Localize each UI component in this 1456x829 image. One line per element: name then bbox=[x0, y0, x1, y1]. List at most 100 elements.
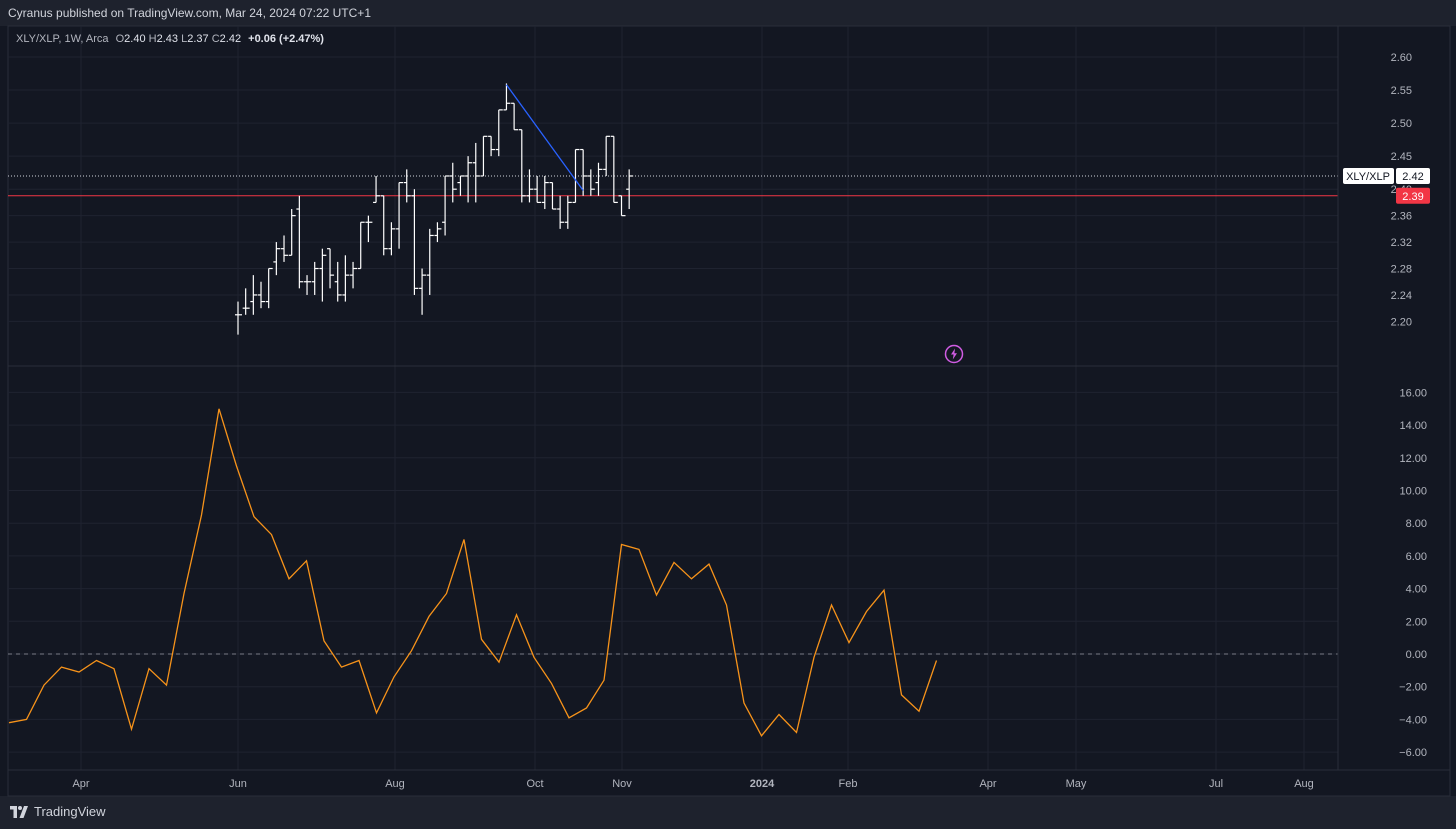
ohlc-bar bbox=[626, 169, 634, 210]
indicator-tick-label: 12.00 bbox=[1399, 453, 1427, 465]
time-tick-label: Nov bbox=[612, 778, 632, 790]
support-price-tag: 2.39 bbox=[1396, 187, 1430, 204]
ohlc-bar bbox=[541, 175, 549, 210]
indicator-axis[interactable]: 16.00 14.00 12.00 10.00 8.00 6.00 4.00 2.00 0.00… bbox=[1399, 387, 1427, 759]
ohlc-bar bbox=[557, 195, 565, 229]
indicator-line bbox=[8, 408, 938, 737]
ohlc-bar bbox=[603, 135, 611, 176]
time-tick-label: Jun bbox=[229, 778, 247, 790]
support-price-label: 2.39 bbox=[1402, 191, 1423, 203]
symbol-tag-label: XLY/XLP bbox=[1346, 171, 1390, 183]
ohlc-bar bbox=[242, 288, 250, 315]
ohlc-bar bbox=[549, 181, 557, 210]
indicator-tick-label: 2.00 bbox=[1406, 616, 1427, 628]
lightning-icon[interactable] bbox=[944, 344, 964, 364]
ohlc-bar bbox=[265, 267, 273, 309]
price-tick-label: 2.24 bbox=[1391, 290, 1412, 302]
symbol-tag-bg bbox=[1343, 167, 1394, 184]
last-price-bg bbox=[1396, 167, 1430, 184]
time-tick-label: Aug bbox=[385, 778, 405, 790]
indicator-tick-label: 0.00 bbox=[1406, 649, 1427, 661]
trendline bbox=[505, 84, 584, 191]
legend-change: +0.06 (+2.47%) bbox=[248, 33, 324, 45]
symbol-legend[interactable]: XLY/XLP, 1W, Arca O2.40 H2.43 L2.37 C2.4… bbox=[16, 33, 324, 45]
last-price-tag: XLY/XLP 2.42 bbox=[1343, 167, 1430, 184]
indicator-tick-label: 6.00 bbox=[1406, 551, 1427, 563]
ohlc-bar bbox=[572, 148, 580, 204]
time-axis[interactable]: Apr Jun Aug Oct Nov 2024 Feb Apr May Jul Aug bbox=[72, 778, 1313, 790]
ohlc-bar bbox=[235, 301, 242, 335]
publisher-line: Cyranus published on TradingView.com, Ma… bbox=[8, 6, 371, 20]
chart-frame bbox=[7, 25, 1451, 797]
ohlc-bar bbox=[465, 156, 473, 203]
legend-close-label: C bbox=[211, 33, 220, 45]
ohlc-bar bbox=[534, 175, 542, 204]
indicator-tick-label: −4.00 bbox=[1399, 714, 1427, 726]
ohlc-bar bbox=[342, 255, 350, 302]
ohlc-bar bbox=[442, 175, 450, 236]
ohlc-bar bbox=[419, 268, 427, 315]
ohlc-bar bbox=[426, 228, 434, 295]
indicator-tick-label: 16.00 bbox=[1399, 387, 1427, 399]
legend-low-label: L bbox=[181, 33, 188, 45]
indicator-tick-label: 14.00 bbox=[1399, 420, 1427, 432]
ohlc-bar bbox=[610, 135, 618, 204]
ohlc-bar bbox=[380, 195, 388, 256]
time-tick-label: Apr bbox=[979, 778, 996, 790]
legend-symbol[interactable]: XLY/XLP, 1W, Arca bbox=[16, 33, 109, 45]
ohlc-bar bbox=[587, 169, 595, 196]
price-tick-label: 2.20 bbox=[1391, 316, 1412, 328]
ohlc-bar bbox=[327, 248, 335, 289]
price-tick-label: 2.36 bbox=[1391, 211, 1412, 223]
indicator-tick-label: 4.00 bbox=[1406, 584, 1427, 596]
time-tick-label: May bbox=[1066, 778, 1087, 790]
ohlc-bar bbox=[526, 169, 534, 203]
ohlc-bar bbox=[503, 83, 511, 111]
ohlc-bar bbox=[480, 135, 488, 177]
ohlc-bar bbox=[350, 261, 358, 289]
ohlc-bar bbox=[396, 181, 404, 249]
legend-high-label: H bbox=[148, 33, 157, 45]
ohlc-bar bbox=[595, 162, 603, 196]
ohlc-bar bbox=[472, 142, 480, 203]
legend-close: 2.42 bbox=[219, 33, 242, 45]
price-tick-label: 2.32 bbox=[1391, 237, 1412, 249]
ohlc-bar bbox=[281, 235, 289, 262]
indicator-pane[interactable] bbox=[8, 408, 1338, 737]
ohlc-bar bbox=[296, 195, 304, 289]
time-tick-label: 2024 bbox=[750, 778, 775, 790]
ohlc-bar bbox=[373, 175, 381, 204]
tradingview-logo-icon bbox=[10, 805, 28, 818]
ohlc-bar bbox=[457, 175, 465, 196]
ohlc-bar bbox=[495, 109, 503, 157]
price-tick-label: 2.55 bbox=[1391, 85, 1412, 97]
ohlc-bar bbox=[449, 162, 457, 203]
ohlc-bar bbox=[434, 222, 442, 243]
ohlc-bar bbox=[319, 248, 327, 302]
price-tick-label: 2.50 bbox=[1391, 118, 1412, 130]
footer-bar bbox=[0, 796, 1456, 829]
publisher-bar bbox=[0, 0, 1456, 26]
tradingview-branding[interactable]: TradingView bbox=[10, 804, 106, 819]
ohlc-bar bbox=[511, 102, 519, 131]
ohlc-bar bbox=[403, 169, 411, 203]
ohlc-bar bbox=[580, 148, 588, 196]
ohlc-bar bbox=[357, 221, 365, 270]
ohlc-bar bbox=[273, 242, 281, 276]
price-tick-label: 2.60 bbox=[1391, 52, 1412, 64]
time-tick-label: Apr bbox=[72, 778, 89, 790]
ohlc-bar bbox=[334, 261, 342, 302]
price-axis[interactable]: 2.602.552.502.452.402.362.322.282.242.20… bbox=[1343, 52, 1430, 328]
price-pane[interactable] bbox=[8, 83, 1338, 335]
ohlc-bar bbox=[488, 135, 496, 157]
price-tick-label: 2.28 bbox=[1391, 264, 1412, 276]
time-tick-label: Oct bbox=[526, 778, 543, 790]
legend-open-label: O bbox=[115, 33, 125, 45]
indicator-tick-label: 10.00 bbox=[1399, 486, 1427, 498]
ohlc-bar bbox=[288, 209, 296, 256]
legend-low: 2.37 bbox=[187, 33, 209, 45]
indicator-tick-label: −2.00 bbox=[1399, 682, 1427, 694]
grid bbox=[8, 26, 1338, 770]
